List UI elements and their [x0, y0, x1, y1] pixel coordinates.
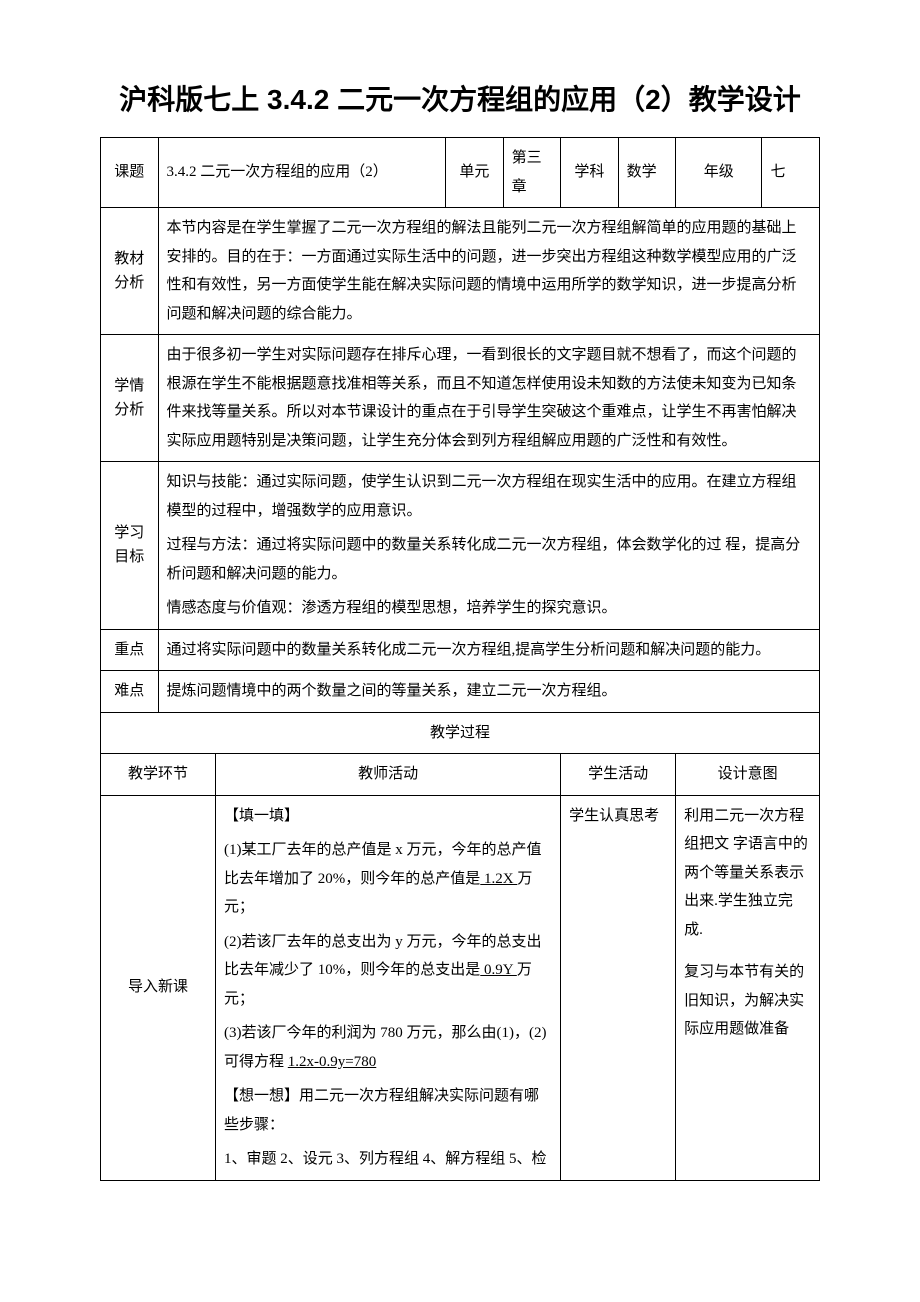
objective-text: 知识与技能：通过实际问题，使学生认识到二元一次方程组在现实生活中的应用。在建立方… [158, 462, 819, 630]
text-span: (3)若该厂今年的利润为 780 万元，那么由(1)，(2) 可得方程 [224, 1025, 546, 1070]
topic-label: 课题 [101, 138, 159, 208]
material-label: 教材分析 [101, 208, 159, 335]
keypoint-label: 重点 [101, 629, 159, 671]
table-row: 教学环节 教师活动 学生活动 设计意图 [101, 754, 820, 796]
intent-cell: 利用二元一次方程组把文 字语言中的两个等量关系表示 出来.学生独立完成. 复习与… [676, 795, 820, 1180]
teacher-line: (3)若该厂今年的利润为 780 万元，那么由(1)，(2) 可得方程 1.2x… [224, 1019, 552, 1076]
teacher-cell: 【填一填】 (1)某工厂去年的总产值是 x 万元，今年的总产值比去年增加了 20… [216, 795, 561, 1180]
difficulty-label: 难点 [101, 671, 159, 713]
col-intent: 设计意图 [676, 754, 820, 796]
objective-label: 学习目标 [101, 462, 159, 630]
table-row: 难点 提炼问题情境中的两个数量之间的等量关系，建立二元一次方程组。 [101, 671, 820, 713]
teacher-line: (1)某工厂去年的总产值是 x 万元，今年的总产值比去年增加了 20%，则今年的… [224, 836, 552, 922]
unit-value: 第三章 [503, 138, 561, 208]
table-row: 学习目标 知识与技能：通过实际问题，使学生认识到二元一次方程组在现实生活中的应用… [101, 462, 820, 630]
table-row: 学情分析 由于很多初一学生对实际问题存在排斥心理，一看到很长的文字题目就不想看了… [101, 335, 820, 462]
intent-p2: 复习与本节有关的旧知识，为解决实际应用题做准备 [684, 958, 811, 1044]
lesson-plan-table: 课题 3.4.2 二元一次方程组的应用（2） 单元 第三章 学科 数学 年级 七… [100, 137, 820, 1181]
table-row: 重点 通过将实际问题中的数量关系转化成二元一次方程组,提高学生分析问题和解决问题… [101, 629, 820, 671]
teacher-line: (2)若该厂去年的总支出为 y 万元，今年的总支出比去年减少了 10%，则今年的… [224, 928, 552, 1014]
topic-value: 3.4.2 二元一次方程组的应用（2） [158, 138, 446, 208]
col-teacher: 教师活动 [216, 754, 561, 796]
underline-span: 0.9Y [480, 962, 517, 978]
col-stage: 教学环节 [101, 754, 216, 796]
subject-value: 数学 [618, 138, 676, 208]
difficulty-text: 提炼问题情境中的两个数量之间的等量关系，建立二元一次方程组。 [158, 671, 819, 713]
grade-value: 七 [762, 138, 820, 208]
col-student: 学生活动 [561, 754, 676, 796]
keypoint-text: 通过将实际问题中的数量关系转化成二元一次方程组,提高学生分析问题和解决问题的能力… [158, 629, 819, 671]
teacher-line: 【想一想】用二元一次方程组解决实际问题有哪些步骤： [224, 1082, 552, 1139]
teacher-line: 1、审题 2、设元 3、列方程组 4、解方程组 5、检 [224, 1145, 552, 1174]
intent-p1: 利用二元一次方程组把文 字语言中的两个等量关系表示 出来.学生独立完成. [684, 802, 811, 945]
process-title: 教学过程 [101, 712, 820, 754]
underline-span: 1.2x-0.9y=780 [288, 1054, 376, 1070]
table-row: 教材分析 本节内容是在学生掌握了二元一次方程组的解法且能列二元一次方程组解简单的… [101, 208, 820, 335]
table-row: 导入新课 【填一填】 (1)某工厂去年的总产值是 x 万元，今年的总产值比去年增… [101, 795, 820, 1180]
table-row: 教学过程 [101, 712, 820, 754]
learner-label: 学情分析 [101, 335, 159, 462]
subject-label: 学科 [561, 138, 619, 208]
stage-cell: 导入新课 [101, 795, 216, 1180]
learner-text: 由于很多初一学生对实际问题存在排斥心理，一看到很长的文字题目就不想看了，而这个问… [158, 335, 819, 462]
material-text: 本节内容是在学生掌握了二元一次方程组的解法且能列二元一次方程组解简单的应用题的基… [158, 208, 819, 335]
objective-p1: 知识与技能：通过实际问题，使学生认识到二元一次方程组在现实生活中的应用。在建立方… [167, 468, 811, 525]
objective-p3: 情感态度与价值观：渗透方程组的模型思想，培养学生的探究意识。 [167, 594, 811, 623]
page-title: 沪科版七上 3.4.2 二元一次方程组的应用（2）教学设计 [100, 80, 820, 119]
table-row: 课题 3.4.2 二元一次方程组的应用（2） 单元 第三章 学科 数学 年级 七 [101, 138, 820, 208]
unit-label: 单元 [446, 138, 504, 208]
grade-label: 年级 [676, 138, 762, 208]
student-cell: 学生认真思考 [561, 795, 676, 1180]
underline-span: 1.2X [480, 871, 517, 887]
objective-p2: 过程与方法：通过将实际问题中的数量关系转化成二元一次方程组，体会数学化的过 程，… [167, 531, 811, 588]
teacher-line: 【填一填】 [224, 802, 552, 831]
